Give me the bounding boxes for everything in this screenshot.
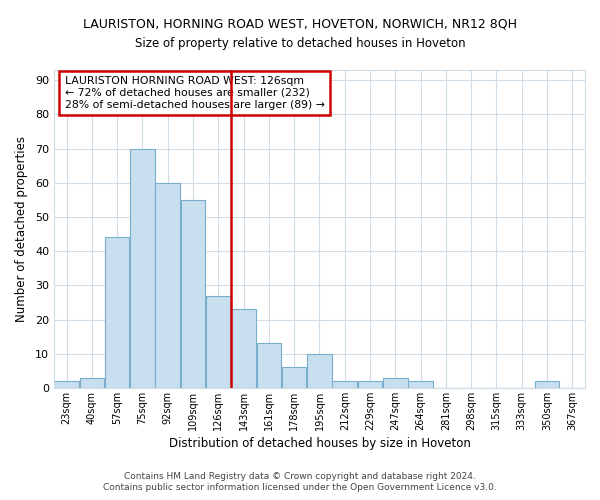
Bar [383, 378, 407, 388]
Text: Size of property relative to detached houses in Hoveton: Size of property relative to detached ho… [134, 38, 466, 51]
Bar [130, 148, 155, 388]
Bar [535, 381, 559, 388]
Bar [232, 310, 256, 388]
Bar [257, 344, 281, 388]
Text: Contains HM Land Registry data © Crown copyright and database right 2024.: Contains HM Land Registry data © Crown c… [124, 472, 476, 481]
Text: Contains public sector information licensed under the Open Government Licence v3: Contains public sector information licen… [103, 484, 497, 492]
Bar [282, 368, 307, 388]
Bar [358, 381, 382, 388]
Bar [206, 296, 230, 388]
Bar [105, 238, 130, 388]
Bar [181, 200, 205, 388]
Bar [55, 381, 79, 388]
Bar [409, 381, 433, 388]
Y-axis label: Number of detached properties: Number of detached properties [15, 136, 28, 322]
Text: LAURISTON, HORNING ROAD WEST, HOVETON, NORWICH, NR12 8QH: LAURISTON, HORNING ROAD WEST, HOVETON, N… [83, 18, 517, 30]
Bar [80, 378, 104, 388]
X-axis label: Distribution of detached houses by size in Hoveton: Distribution of detached houses by size … [169, 437, 470, 450]
Bar [155, 183, 180, 388]
Bar [307, 354, 332, 388]
Bar [332, 381, 357, 388]
Text: LAURISTON HORNING ROAD WEST: 126sqm
← 72% of detached houses are smaller (232)
2: LAURISTON HORNING ROAD WEST: 126sqm ← 72… [65, 76, 325, 110]
